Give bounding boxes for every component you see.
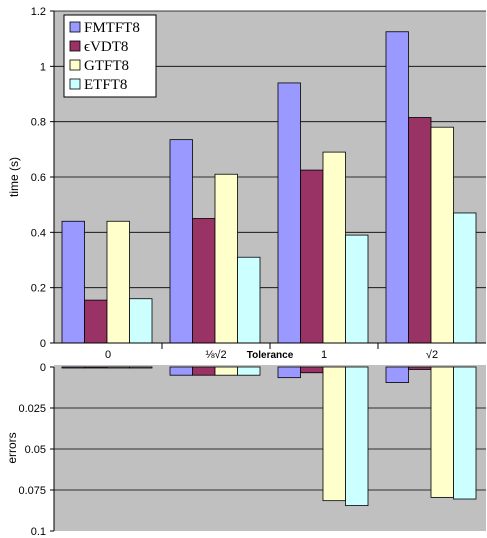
errors-tick-label: 0.05 (25, 444, 46, 456)
bar-time-GTFT8-1 (214, 173, 238, 344)
legend-label: ϵVDT8 (84, 39, 128, 55)
bar-time-FMTFT8-2 (277, 82, 301, 344)
bar-errors-GTFT8-0 (106, 366, 130, 369)
time-tick-label: 0.8 (31, 117, 46, 129)
time-axis-title: time (s) (7, 157, 21, 197)
bar-time-GTFT8-3 (430, 126, 454, 344)
legend-label: FMTFT8 (84, 20, 140, 36)
time-tick-label: 1 (40, 61, 46, 73)
errors-bars (61, 366, 477, 506)
legend-label: GTFT8 (84, 58, 129, 74)
time-tick-label: 0.2 (31, 283, 46, 295)
bar-time-GTFT8-2 (322, 151, 346, 344)
bar-errors-ETFT8-3 (453, 366, 477, 500)
bar-time-ϵVDT8-1 (192, 218, 216, 344)
bar-time-FMTFT8-1 (169, 139, 193, 344)
x-axis-title: Tolerance (247, 350, 294, 361)
errors-tick-label: 0.1 (31, 526, 46, 538)
errors-plot-area (54, 365, 486, 531)
bar-time-ϵVDT8-3 (408, 117, 432, 344)
bar-errors-GTFT8-2 (322, 366, 346, 502)
bar-errors-ϵVDT8-1 (192, 366, 216, 376)
bar-errors-GTFT8-3 (430, 366, 454, 498)
bar-errors-ETFT8-0 (129, 366, 153, 369)
bar-time-ETFT8-2 (345, 234, 369, 344)
bar-time-ETFT8-3 (453, 212, 477, 344)
bar-errors-FMTFT8-2 (277, 366, 301, 379)
category-label: ⅛√2 (205, 349, 226, 361)
bar-errors-ϵVDT8-3 (408, 366, 432, 370)
category-label: √2 (426, 349, 438, 361)
time-tick-label: 0.6 (31, 172, 46, 184)
bar-errors-FMTFT8-1 (169, 366, 193, 376)
bar-time-FMTFT8-0 (61, 220, 85, 344)
category-ticks: 0 ⅛√2 1 √2 (105, 343, 438, 361)
bar-errors-ϵVDT8-2 (300, 366, 324, 374)
errors-y-ticks: 0 0.025 0.05 0.075 0.1 (18, 362, 55, 538)
bar-time-ϵVDT8-2 (300, 169, 324, 344)
bar-errors-FMTFT8-3 (385, 366, 409, 383)
errors-tick-label: 0.075 (18, 485, 46, 497)
category-label: 1 (321, 349, 327, 361)
errors-tick-label: 0 (40, 362, 46, 374)
bar-time-ϵVDT8-0 (84, 299, 108, 344)
bar-time-GTFT8-0 (106, 220, 130, 344)
bar-errors-ETFT8-2 (345, 366, 369, 506)
bar-errors-FMTFT8-0 (61, 366, 85, 369)
time-y-ticks: 0 0.2 0.4 0.6 0.8 1 1.2 (31, 6, 55, 350)
bar-time-FMTFT8-3 (385, 31, 409, 344)
legend-swatch (69, 21, 81, 33)
time-tick-label: 1.2 (31, 6, 46, 18)
category-label: 0 (105, 349, 111, 361)
errors-gridlines (54, 407, 486, 491)
legend-swatch (69, 78, 81, 90)
bar-errors-ETFT8-1 (237, 366, 261, 376)
time-tick-label: 0.4 (31, 227, 46, 239)
errors-axis-title: errors (5, 432, 19, 463)
bar-errors-GTFT8-1 (214, 366, 238, 376)
bar-errors-ϵVDT8-0 (84, 366, 108, 369)
legend-swatch (69, 59, 81, 71)
bar-time-ETFT8-0 (129, 298, 153, 344)
time-tick-label: 0 (40, 338, 46, 350)
legend-label: ETFT8 (84, 77, 127, 93)
legend: FMTFT8 ϵVDT8 GTFT8 ETFT8 (63, 14, 157, 98)
errors-tick-label: 0.025 (18, 403, 46, 415)
legend-swatch (69, 40, 81, 52)
bar-time-ETFT8-1 (237, 256, 261, 344)
time-bars (61, 31, 477, 344)
